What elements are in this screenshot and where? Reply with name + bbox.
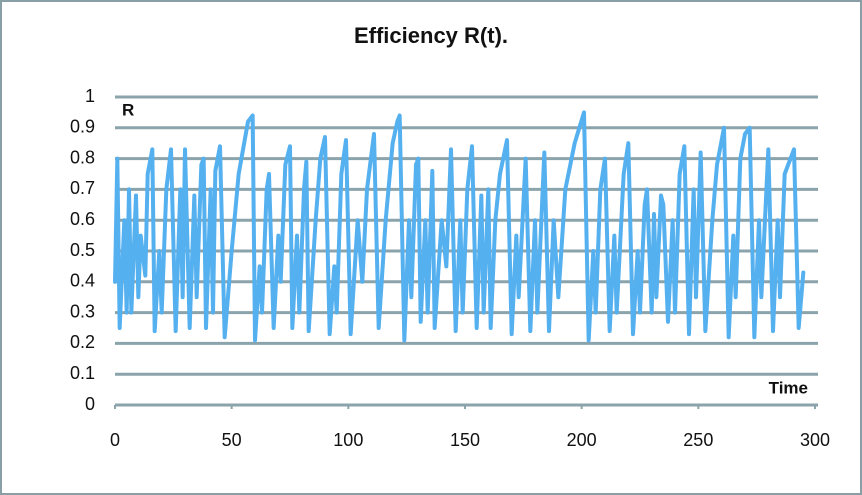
y-tick-label: 0.8 bbox=[70, 147, 95, 167]
y-tick-label: 0.5 bbox=[70, 240, 95, 260]
y-tick-label: 0 bbox=[85, 394, 95, 414]
y-axis-label: R bbox=[122, 100, 134, 119]
y-tick-label: 0.7 bbox=[70, 178, 95, 198]
x-tick-label: 150 bbox=[450, 430, 480, 450]
y-tick-label: 0.2 bbox=[70, 332, 95, 352]
chart-title: Efficiency R(t). bbox=[354, 23, 508, 48]
y-tick-label: 0.4 bbox=[70, 271, 95, 291]
y-tick-label: 0.1 bbox=[70, 363, 95, 383]
x-tick-label: 100 bbox=[333, 430, 363, 450]
x-axis-label: Time bbox=[769, 378, 808, 397]
x-tick-label: 250 bbox=[683, 430, 713, 450]
y-tick-label: 1 bbox=[85, 86, 95, 106]
x-tick-label: 300 bbox=[800, 430, 830, 450]
x-tick-label: 50 bbox=[222, 430, 242, 450]
y-tick-label: 0.3 bbox=[70, 301, 95, 321]
y-tick-label: 0.6 bbox=[70, 209, 95, 229]
x-tick-label: 200 bbox=[567, 430, 597, 450]
x-tick-label: 0 bbox=[110, 430, 120, 450]
data-line bbox=[113, 110, 806, 343]
y-tick-label: 0.9 bbox=[70, 117, 95, 137]
